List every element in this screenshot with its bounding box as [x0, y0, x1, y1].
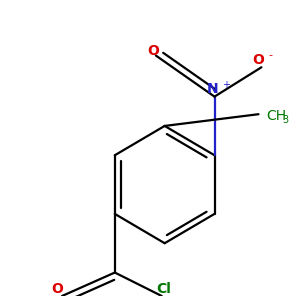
Text: -: - — [269, 51, 273, 61]
Text: +: + — [222, 80, 230, 90]
Text: N: N — [207, 82, 219, 96]
Text: O: O — [52, 282, 64, 296]
Text: CH: CH — [266, 109, 286, 123]
Text: O: O — [253, 53, 264, 67]
Text: 3: 3 — [283, 115, 289, 125]
Text: Cl: Cl — [156, 282, 171, 296]
Text: O: O — [147, 44, 159, 58]
